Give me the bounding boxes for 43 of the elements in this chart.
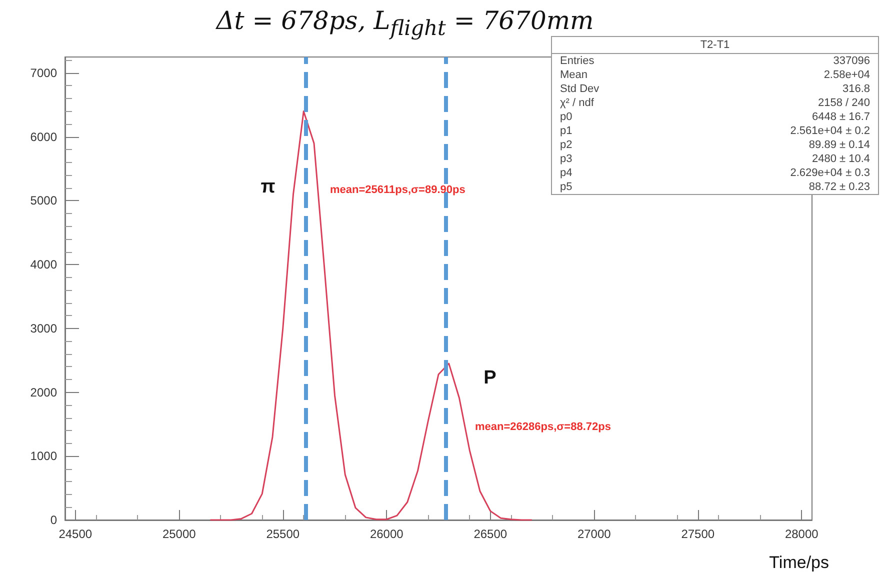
annotation: Entries	[560, 54, 594, 68]
annotation: Std Dev	[560, 82, 600, 96]
annotation: p0	[560, 110, 572, 124]
annotation: 89.89 ± 0.14	[808, 138, 870, 152]
y-tick-label: 1000	[30, 449, 58, 464]
annotation: π	[260, 176, 276, 198]
x-tick-label: 28000	[784, 527, 819, 541]
x-axis-title: Time/ps	[769, 553, 829, 573]
annotation: p5	[560, 180, 572, 194]
y-tick-label: 6000	[30, 130, 58, 144]
x-tick-label: 24500	[58, 527, 92, 541]
x-tick-label: 25000	[162, 527, 196, 541]
annotation: mean=26286ps,σ=88.72ps	[475, 421, 611, 433]
x-tick-label: 27000	[577, 527, 612, 541]
x-tick-label: 26000	[370, 527, 404, 541]
annotation: p3	[560, 152, 572, 166]
annotation: 88.72 ± 0.23	[808, 180, 870, 194]
y-tick-label: 5000	[30, 194, 58, 208]
annotation: mean=25611ps,σ=89.90ps	[330, 184, 466, 196]
y-tick-label: 0	[50, 513, 58, 527]
annotation: 2.561e+04 ± 0.2	[790, 124, 870, 138]
annotation: 2480 ± 10.4	[812, 152, 870, 166]
annotation: p1	[560, 124, 572, 138]
annotation: p2	[560, 138, 572, 152]
annotation: p4	[560, 166, 572, 180]
x-tick-label: 25500	[266, 527, 300, 541]
y-tick-label: 7000	[30, 66, 58, 80]
annotation: P	[484, 368, 497, 388]
text: T2-T1	[552, 37, 878, 54]
y-tick-label: 2000	[30, 385, 58, 400]
annotation: χ² / ndf	[560, 96, 594, 110]
annotation: 2.629e+04 ± 0.3	[790, 166, 870, 180]
x-tick-label: 26500	[474, 527, 508, 541]
x-tick-label: 27500	[681, 527, 715, 541]
y-tick-label: 3000	[30, 321, 58, 336]
text: 2.58e+04	[824, 68, 870, 82]
text: 337096	[833, 54, 870, 68]
text: 2158 / 240	[818, 96, 870, 110]
chart-title: Δt = 678ps, L$_{flight}$ = 7670mm	[214, 6, 595, 40]
text: 316.8	[842, 82, 870, 96]
annotation: 6448 ± 16.7	[812, 110, 870, 124]
y-tick-label: 4000	[30, 258, 58, 272]
annotation: Mean	[560, 68, 588, 82]
